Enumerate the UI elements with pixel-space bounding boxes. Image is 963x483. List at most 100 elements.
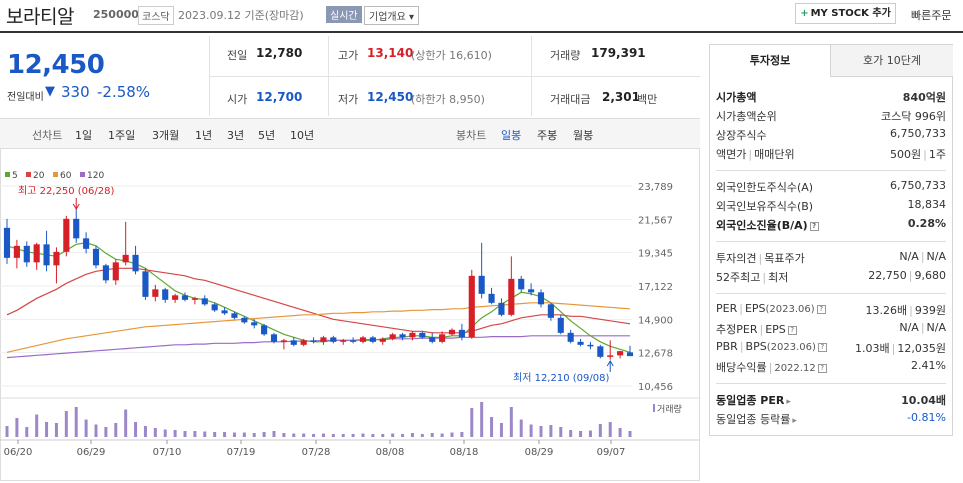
candle-body bbox=[231, 313, 238, 318]
candle-monthly[interactable]: 월봉 bbox=[573, 129, 594, 142]
info-key: 배당수익률 | 2022.12? bbox=[716, 359, 827, 375]
target-value: N/A bbox=[926, 250, 946, 263]
volume-bar bbox=[470, 408, 474, 437]
prev-close-label: 전일 bbox=[227, 49, 248, 62]
high-value: 13,140 bbox=[367, 46, 414, 60]
volume-bar bbox=[262, 432, 266, 437]
candle-body bbox=[63, 218, 70, 252]
candle-body bbox=[369, 337, 376, 342]
info-key: 상장주식수 bbox=[716, 129, 767, 142]
volume-bar bbox=[430, 433, 434, 437]
info-row: 시가총액 840억원 bbox=[716, 89, 946, 108]
stock-name: 보라티알 bbox=[6, 6, 74, 28]
x-tick-label: 08/18 bbox=[450, 447, 479, 458]
min-annotation: 최저 12,210 (09/08) bbox=[513, 372, 609, 384]
candle-body bbox=[261, 325, 268, 335]
period-1w[interactable]: 1주일 bbox=[108, 129, 136, 142]
info-key: 동일업종 PER ▸ bbox=[716, 392, 791, 408]
realtime-button[interactable]: 실시간 bbox=[326, 6, 362, 23]
info-key: 외국인소진율(B/A)? bbox=[716, 217, 819, 233]
period-1y[interactable]: 1년 bbox=[195, 129, 213, 142]
volume-bar bbox=[490, 417, 494, 437]
info-row: 배당수익률 | 2022.12? 2.41% bbox=[716, 359, 946, 378]
x-tick-label: 08/29 bbox=[525, 447, 554, 458]
candle-daily[interactable]: 일봉 bbox=[501, 129, 522, 142]
trade-unit: 1주 bbox=[928, 148, 946, 161]
info-key: 추정PER | EPS? bbox=[716, 321, 797, 337]
candle-body bbox=[132, 254, 139, 272]
x-tick-label: 09/07 bbox=[597, 447, 626, 458]
candle-body bbox=[359, 337, 367, 342]
period-3m[interactable]: 3개월 bbox=[152, 129, 180, 142]
candle-body bbox=[587, 344, 594, 347]
period-3y[interactable]: 3년 bbox=[227, 129, 245, 142]
quick-order-link[interactable]: 빠른주문 bbox=[911, 9, 952, 22]
volume-bar bbox=[252, 433, 256, 437]
ma60-line bbox=[6, 302, 631, 353]
candle-body bbox=[617, 351, 624, 356]
period-1d[interactable]: 1일 bbox=[75, 129, 93, 142]
x-tick-label: 07/28 bbox=[302, 447, 331, 458]
volume-value: 179,391 bbox=[591, 46, 646, 60]
info-key: 투자의견 | 목표주가 bbox=[716, 252, 805, 265]
candles bbox=[3, 209, 634, 360]
volume-bar bbox=[124, 409, 128, 437]
key-52w-high: 52주최고 bbox=[716, 271, 761, 284]
info-row: 액면가 | 매매단위 500원 | 1주 bbox=[716, 146, 946, 165]
candle-weekly[interactable]: 주봉 bbox=[537, 129, 558, 142]
y-axis-ticks: 23,789 21,567 19,345 17,122 14,900 12,678 10,4… bbox=[638, 182, 673, 393]
volume-bar bbox=[84, 419, 88, 437]
volume-bar bbox=[193, 431, 197, 437]
tab-invest-info[interactable]: 투자정보 bbox=[710, 45, 831, 77]
w52-high: 22,750 bbox=[868, 269, 907, 282]
company-overview-dropdown[interactable]: 기업개요 ▾ bbox=[364, 6, 419, 25]
volume-bar bbox=[54, 423, 58, 437]
candle-body bbox=[201, 298, 208, 305]
max-arrow-head bbox=[72, 203, 80, 210]
eps-value: 939원 bbox=[914, 304, 946, 317]
candle-body bbox=[53, 251, 60, 266]
volume-bar bbox=[134, 422, 138, 437]
help-icon[interactable]: ? bbox=[787, 325, 797, 335]
volume-bar bbox=[302, 433, 306, 437]
candle-body bbox=[557, 317, 564, 333]
help-icon[interactable]: ? bbox=[816, 304, 826, 314]
candle-body bbox=[350, 340, 357, 342]
info-row: 추정PER | EPS? N/A | N/A bbox=[716, 321, 946, 340]
help-icon[interactable]: ? bbox=[817, 363, 827, 373]
candle-body bbox=[23, 245, 30, 263]
volume-bar bbox=[331, 434, 335, 437]
caret-icon: ▸ bbox=[792, 416, 797, 426]
volume-bar bbox=[203, 431, 207, 437]
info-key: 외국인보유주식수(B) bbox=[716, 200, 814, 213]
tab-order-book[interactable]: 호가 10단계 bbox=[831, 45, 953, 77]
min-arrow-head bbox=[606, 360, 614, 367]
info-key: 시가총액순위 bbox=[716, 110, 777, 123]
divider bbox=[210, 76, 700, 77]
info-value: 13.26배 | 939원 bbox=[865, 304, 946, 317]
candle-body bbox=[181, 295, 189, 300]
volume-legend-swatch bbox=[653, 404, 655, 412]
amount-unit: 백만 bbox=[637, 93, 658, 106]
volume-bar bbox=[618, 428, 622, 437]
volume-bar bbox=[391, 433, 395, 437]
key-dividend-yield: 배당수익률 bbox=[716, 361, 767, 374]
period-5y[interactable]: 5년 bbox=[258, 129, 276, 142]
period-10y[interactable]: 10년 bbox=[290, 129, 315, 142]
est-per-value: N/A bbox=[899, 321, 919, 334]
candle-body bbox=[251, 322, 258, 326]
price-chart[interactable]: 5 20 60 120 23,789 21,567 19,345 17,122 14,900 1… bbox=[0, 150, 700, 480]
key-industry-change: 동일업종 등락률 bbox=[716, 413, 791, 426]
y-tick-label: 21,567 bbox=[638, 215, 673, 226]
dividend-date: 2022.12 bbox=[774, 363, 816, 374]
help-icon[interactable]: ? bbox=[817, 342, 827, 352]
candle-body bbox=[83, 238, 90, 249]
add-my-stock-button[interactable]: + MY STOCK 추가 bbox=[795, 3, 896, 24]
help-icon[interactable]: ? bbox=[809, 221, 819, 231]
lower-limit: (하한가 8,950) bbox=[411, 93, 485, 106]
volume-bar bbox=[588, 430, 592, 437]
candle-body bbox=[310, 340, 317, 342]
candle-body bbox=[13, 245, 20, 258]
key-industry-per: 동일업종 PER bbox=[716, 394, 785, 407]
candle-body bbox=[300, 340, 307, 345]
